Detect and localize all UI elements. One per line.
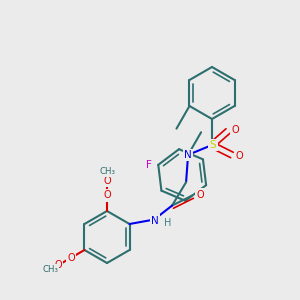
Text: O: O <box>196 190 204 200</box>
Text: O: O <box>67 253 75 263</box>
Text: CH₃: CH₃ <box>42 265 58 274</box>
Text: H: H <box>164 218 172 228</box>
Text: O: O <box>103 176 111 186</box>
Text: CH₃: CH₃ <box>99 167 115 176</box>
Text: F: F <box>146 160 152 170</box>
Text: S: S <box>210 140 216 150</box>
Text: O: O <box>103 190 111 200</box>
Text: O: O <box>231 125 239 135</box>
Text: O: O <box>235 151 243 161</box>
Text: N: N <box>184 150 192 160</box>
Text: N: N <box>151 216 159 226</box>
Text: O: O <box>54 260 62 270</box>
